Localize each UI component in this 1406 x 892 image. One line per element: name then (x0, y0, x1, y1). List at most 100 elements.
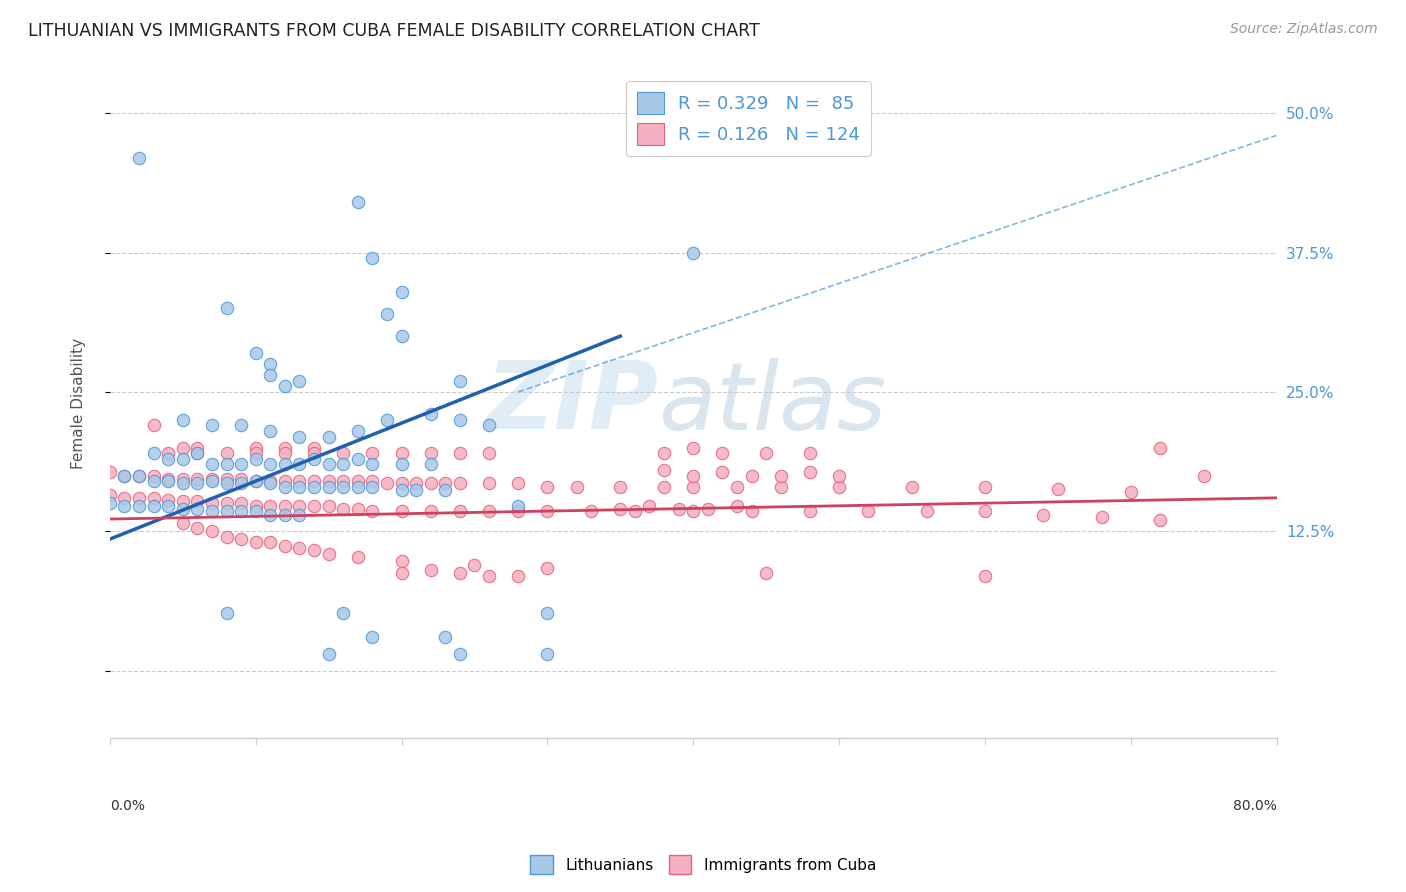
Point (449, 374, 471, 388)
Point (186, 494, 208, 508)
Point (449, 566, 471, 580)
Point (229, 532, 252, 546)
Point (741, 468, 763, 483)
Point (302, 480, 325, 494)
Point (229, 458, 252, 472)
Point (274, 508, 297, 522)
Point (302, 441, 325, 455)
Text: ZIP: ZIP (485, 357, 658, 449)
Point (128, 499, 150, 513)
Point (274, 474, 297, 488)
Point (245, 346, 267, 360)
Point (229, 496, 252, 510)
Point (361, 504, 384, 518)
Point (245, 499, 267, 513)
Point (856, 504, 879, 518)
Point (215, 606, 238, 620)
Point (274, 441, 297, 455)
Point (346, 451, 368, 466)
Point (346, 424, 368, 438)
Point (361, 251, 384, 265)
Point (828, 468, 851, 483)
Point (172, 441, 194, 455)
Point (682, 504, 704, 518)
Point (449, 413, 471, 427)
Point (114, 468, 136, 483)
Point (1032, 508, 1054, 522)
Point (274, 379, 297, 393)
Text: atlas: atlas (658, 358, 886, 449)
Point (172, 494, 194, 508)
Point (157, 446, 180, 460)
Point (288, 480, 311, 494)
Point (215, 476, 238, 491)
Point (711, 465, 734, 479)
Point (302, 446, 325, 460)
Point (419, 407, 441, 421)
Point (215, 472, 238, 486)
Point (915, 504, 938, 518)
Point (274, 458, 297, 472)
Point (828, 480, 851, 494)
Point (508, 569, 530, 583)
Point (318, 458, 340, 472)
Point (128, 491, 150, 505)
Point (973, 569, 995, 583)
Point (332, 606, 354, 620)
Point (245, 504, 267, 518)
Point (332, 474, 354, 488)
Point (375, 476, 398, 491)
Point (186, 502, 208, 516)
Point (346, 502, 368, 516)
Point (434, 630, 457, 644)
Point (259, 474, 281, 488)
Point (229, 504, 252, 518)
Y-axis label: Female Disability: Female Disability (72, 337, 86, 468)
Point (128, 468, 150, 483)
Point (405, 476, 427, 491)
Point (624, 504, 647, 518)
Point (302, 474, 325, 488)
Point (142, 474, 165, 488)
Point (201, 524, 224, 539)
Point (186, 446, 208, 460)
Point (157, 474, 180, 488)
Point (318, 499, 340, 513)
Text: 0.0%: 0.0% (110, 799, 145, 813)
Point (157, 451, 180, 466)
Point (98, 496, 121, 510)
Point (652, 480, 675, 494)
Point (142, 418, 165, 433)
Point (1119, 485, 1142, 500)
Point (114, 491, 136, 505)
Point (142, 468, 165, 483)
Point (391, 566, 413, 580)
Point (229, 476, 252, 491)
Point (799, 504, 821, 518)
Point (682, 480, 704, 494)
Point (172, 476, 194, 491)
Point (419, 458, 441, 472)
Point (346, 549, 368, 564)
Point (609, 480, 631, 494)
Point (259, 357, 281, 371)
Point (229, 472, 252, 486)
Point (142, 499, 165, 513)
Point (245, 474, 267, 488)
Point (186, 476, 208, 491)
Point (799, 446, 821, 460)
Point (508, 499, 530, 513)
Point (478, 476, 501, 491)
Point (725, 499, 748, 513)
Point (361, 630, 384, 644)
Point (318, 480, 340, 494)
Point (98, 487, 121, 501)
Point (332, 458, 354, 472)
Point (478, 446, 501, 460)
Point (741, 504, 763, 518)
Point (391, 483, 413, 497)
Point (332, 480, 354, 494)
Point (318, 647, 340, 661)
Point (449, 647, 471, 661)
Point (536, 561, 558, 575)
